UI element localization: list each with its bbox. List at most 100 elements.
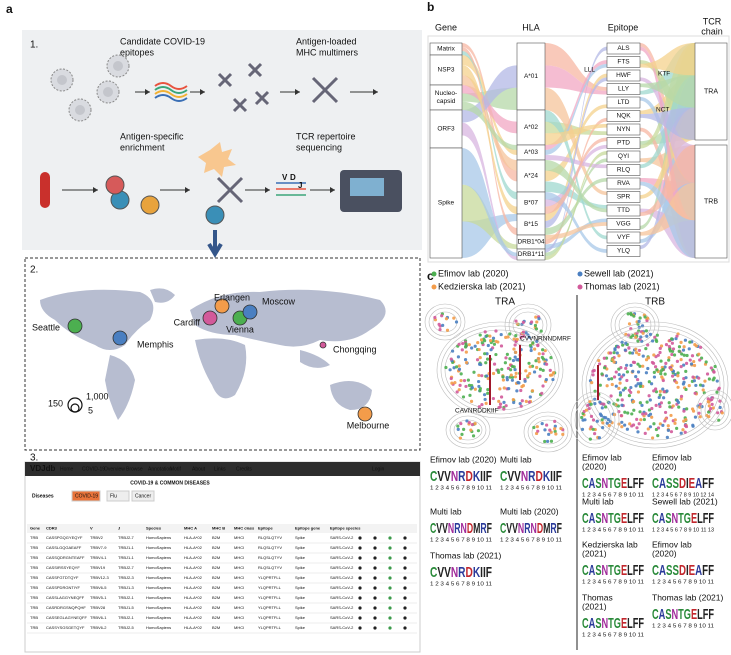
tcr-point — [661, 367, 665, 371]
tcr-point — [684, 376, 688, 380]
column-header: TCR — [703, 16, 722, 26]
tcr-point — [467, 420, 471, 425]
tcr-point — [630, 351, 635, 355]
tcr-point — [679, 397, 683, 401]
tab[interactable] — [71, 490, 101, 502]
tcr-point — [535, 425, 539, 429]
burst — [198, 142, 236, 177]
tcr-point — [690, 354, 695, 358]
motif-positions: 1 2 3 4 5 6 7 8 9 10 11 — [430, 485, 492, 491]
tcr-point — [712, 376, 716, 380]
tcr-point — [588, 437, 592, 441]
blood-tube — [40, 172, 50, 208]
nav-item[interactable]: Browse — [126, 466, 143, 472]
nav-item[interactable]: Home — [60, 466, 74, 472]
tcr-point — [457, 364, 461, 368]
tcr-point — [483, 352, 487, 356]
cluster-contour — [444, 329, 556, 411]
tcr-point — [541, 368, 545, 372]
tcr-point — [630, 412, 634, 416]
table-cell: HLA-A*02 — [184, 565, 203, 570]
motif-caption: Sewell lab (2021) — [652, 496, 718, 506]
virus-core — [113, 61, 123, 71]
tcr-point — [670, 341, 674, 345]
tcr-point — [636, 370, 641, 374]
motif-positions: 1 2 3 4 5 6 7 8 9 10 11 — [582, 579, 644, 585]
arrowhead — [200, 89, 205, 95]
tcr-point — [595, 419, 599, 423]
tcr-point — [669, 430, 674, 434]
nav-item[interactable]: Motif — [170, 466, 181, 472]
tcr-point — [709, 366, 713, 370]
tcr-point — [625, 363, 629, 367]
tcr-point — [483, 330, 487, 334]
vdj-letter: J — [298, 181, 302, 190]
login-link[interactable]: Login — [372, 466, 384, 472]
panel-label: c — [427, 269, 434, 283]
step-label: MHC multimers — [296, 47, 358, 57]
cluster-contour — [696, 389, 731, 431]
sequence-logo: CVVNRDKIIF — [500, 468, 562, 485]
tcr-point — [666, 428, 670, 432]
sankey-flow — [640, 145, 695, 216]
step-number: 3. — [30, 453, 38, 464]
table-cell: SARS-CoV-2 — [330, 585, 354, 590]
table-cell: Spike — [295, 585, 306, 590]
tcr-point — [599, 414, 604, 418]
tcr-point — [536, 429, 540, 433]
tcr-point — [675, 426, 679, 430]
column-header: Species — [146, 526, 162, 531]
nav-item[interactable]: Overview — [104, 466, 125, 472]
tcr-point — [709, 398, 713, 402]
nav-item[interactable]: Credits — [236, 466, 252, 472]
tcr-point — [527, 361, 531, 365]
node-label: PTD — [617, 140, 630, 147]
tcr-point — [548, 428, 552, 432]
table-cell: HLA-A*02 — [184, 545, 203, 550]
tcr-point — [603, 366, 607, 370]
table-cell: SARS-CoV-2 — [330, 615, 354, 620]
peptide — [154, 94, 188, 102]
size-legend — [67, 397, 83, 413]
tcr-point — [689, 362, 694, 366]
tcr-point — [492, 342, 497, 346]
nav-item[interactable]: VDJdb — [30, 464, 55, 473]
motif-positions: 1 2 3 4 5 6 7 8 9 10 11 — [430, 537, 492, 543]
tcr-point — [652, 370, 656, 374]
tab[interactable] — [106, 490, 130, 502]
tcr-point — [540, 391, 544, 395]
tcr-point — [533, 347, 537, 351]
tcr-point — [621, 388, 626, 392]
city-marker — [202, 310, 218, 326]
tcr-point — [653, 365, 658, 369]
nav-item[interactable]: Links — [214, 466, 226, 472]
tcr-point — [644, 371, 649, 375]
tcr-point — [698, 402, 703, 406]
tab[interactable] — [131, 490, 155, 502]
column-header: V — [90, 526, 93, 531]
tcr-point — [540, 355, 544, 360]
tcr-point — [500, 367, 504, 371]
table-cell: B2M — [212, 545, 220, 550]
tcr-point — [684, 387, 688, 392]
tcr-point — [658, 350, 662, 355]
table-cell: Spike — [295, 535, 306, 540]
node-label: VGG — [616, 221, 630, 228]
tcr-point — [707, 415, 711, 419]
tcr-point — [538, 367, 543, 371]
cluster-contour — [570, 391, 620, 449]
tcr-point — [489, 348, 493, 352]
table-cell: SARS-CoV-2 — [330, 575, 354, 580]
tcr-point — [511, 358, 516, 363]
nav-item[interactable]: COVID-19 — [82, 466, 105, 472]
nav-item[interactable]: About — [192, 466, 206, 472]
tcr-point — [469, 428, 473, 432]
motif-positions: 1 2 3 4 5 6 7 8 9 10 11 — [582, 492, 644, 498]
table-cell: RLQSLQTYV — [258, 545, 282, 550]
tcr-point — [457, 367, 462, 371]
node-label: TRB — [704, 198, 718, 205]
tcr-point — [634, 374, 638, 379]
nav-item[interactable]: Annotation — [148, 466, 172, 472]
status-dot — [373, 606, 377, 610]
tcr-point — [505, 376, 509, 380]
